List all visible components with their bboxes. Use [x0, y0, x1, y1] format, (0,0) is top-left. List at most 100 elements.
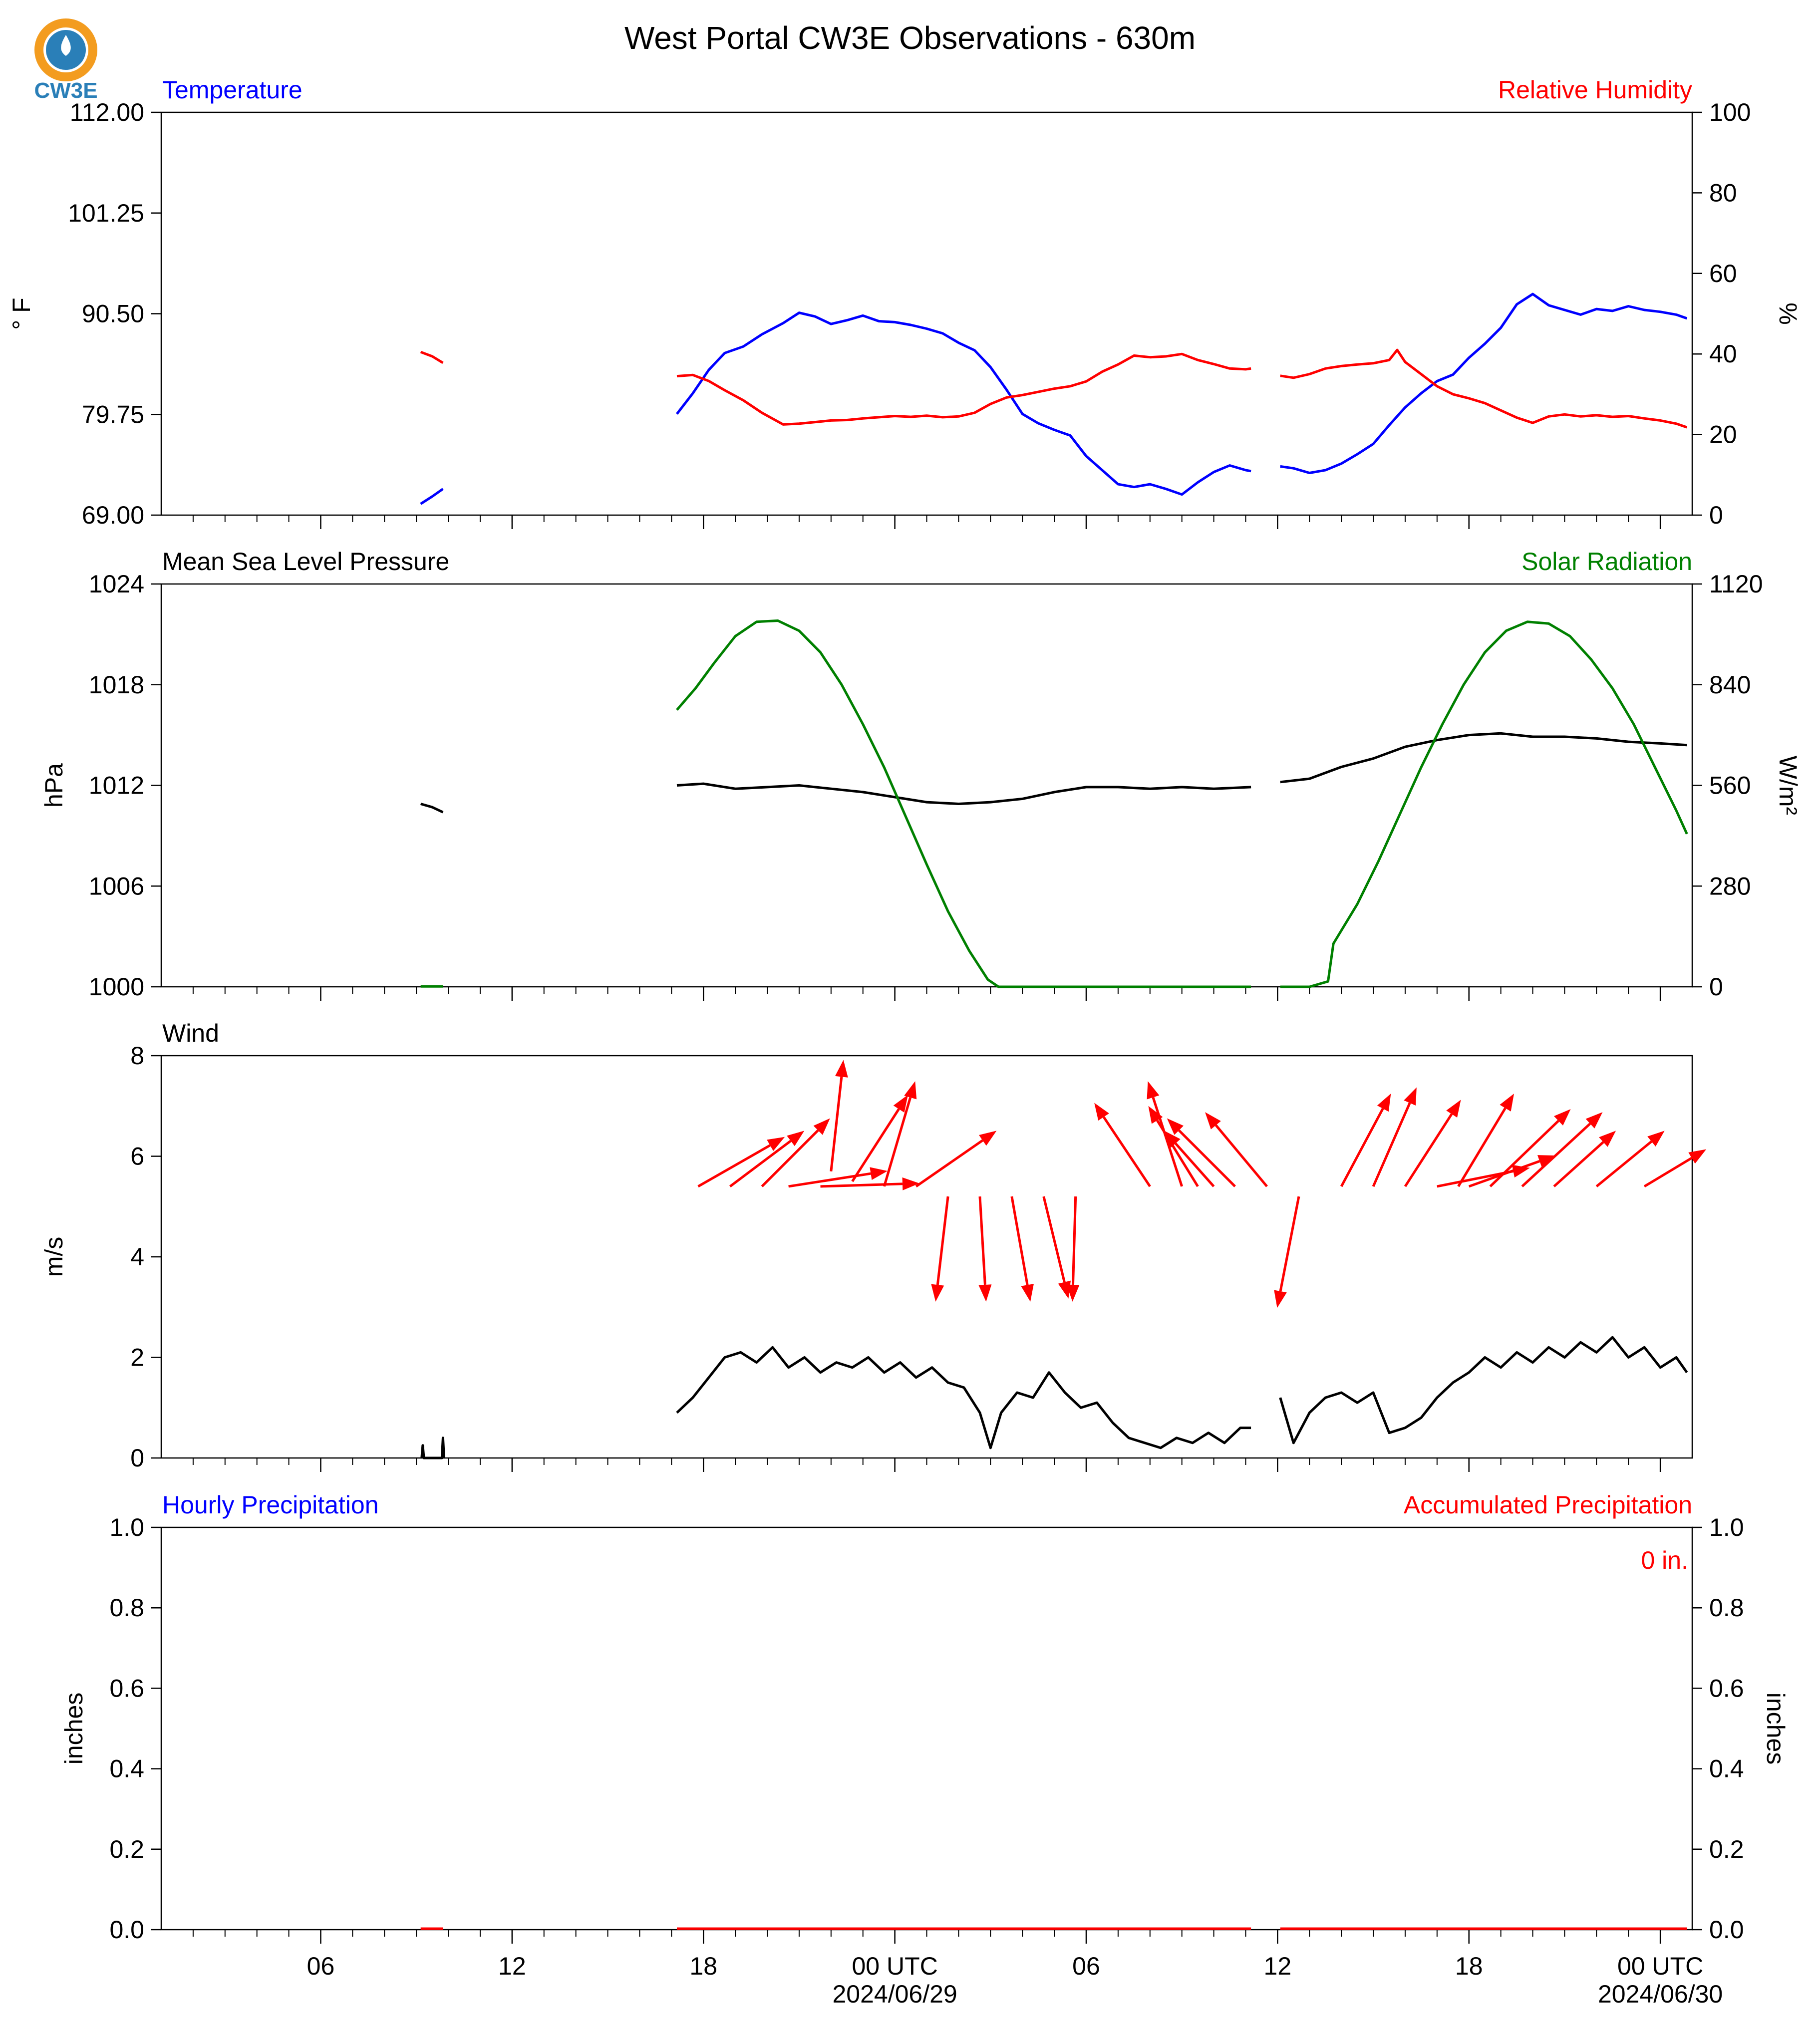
y-tick-label-left: 69.00 — [82, 501, 144, 529]
wind-arrow — [1489, 1109, 1571, 1187]
y-tick-label-right: 0.4 — [1709, 1755, 1744, 1783]
wind-arrow-shaft — [883, 1097, 912, 1187]
wind-arrow-head — [1688, 1149, 1707, 1164]
y-tick-label-left: 1012 — [89, 772, 144, 800]
wind-arrow — [1066, 1196, 1080, 1302]
wind-arrow-head — [902, 1177, 919, 1190]
panel-title-left: Temperature — [162, 76, 303, 104]
wind-arrow-shaft — [1372, 1102, 1411, 1187]
wind-arrow — [820, 1177, 919, 1190]
y-tick-label-right: 0 — [1709, 501, 1723, 529]
wind-arrow — [1457, 1093, 1515, 1187]
y-tick-label-left: 6 — [130, 1143, 144, 1170]
wind-arrow-shaft — [1521, 1123, 1591, 1187]
panel-title-left: Mean Sea Level Pressure — [162, 548, 449, 576]
series-line-pressure — [420, 803, 444, 814]
y-axis-label-right: inches — [1762, 1693, 1790, 1765]
wind-arrow-shaft — [915, 1139, 983, 1188]
wind-arrow-head — [1404, 1087, 1417, 1106]
time-tick-label: 18 — [1455, 1952, 1483, 1980]
wind-arrow — [697, 1137, 785, 1188]
y-tick-label-right: 0.6 — [1709, 1674, 1744, 1702]
wind-arrow — [978, 1196, 992, 1302]
y-tick-label-left: 1000 — [89, 973, 144, 1001]
y-tick-label-left: 0.0 — [109, 1916, 144, 1944]
wind-arrow-head — [1554, 1109, 1571, 1126]
figure-title: West Portal CW3E Observations - 630m — [624, 20, 1196, 56]
wind-arrow — [1205, 1112, 1268, 1187]
date-label: 2024/06/29 — [832, 1980, 957, 2008]
y-tick-label-right: 560 — [1709, 772, 1751, 800]
series-line-wind_speed — [420, 1437, 445, 1459]
wind-arrow-shaft — [1595, 1140, 1652, 1187]
wind-arrow-head — [1148, 1106, 1163, 1124]
wind-arrow-shaft — [1175, 1143, 1215, 1187]
y-tick-label-left: 0.8 — [109, 1594, 144, 1622]
wind-arrow-shaft — [1553, 1141, 1604, 1187]
y-tick-label-left: 1006 — [89, 872, 144, 900]
wind-arrow-shaft — [1010, 1196, 1029, 1285]
series-line-solar — [1280, 620, 1688, 988]
plot-frame — [160, 583, 1693, 988]
wind-arrow — [1010, 1196, 1034, 1302]
wind-arrow — [1372, 1087, 1417, 1187]
wind-arrow-shaft — [1404, 1113, 1453, 1187]
date-label: 2024/06/30 — [1598, 1980, 1723, 2008]
wind-arrow-head — [893, 1095, 909, 1113]
panel-title-right: Solar Radiation — [1521, 548, 1692, 576]
y-tick-label-right: 0.2 — [1709, 1835, 1744, 1863]
y-tick-label-left: 112.00 — [70, 98, 144, 126]
wind-arrow-shaft — [936, 1196, 949, 1285]
wind-arrow-head — [835, 1060, 848, 1078]
y-tick-label-right: 100 — [1709, 98, 1751, 126]
wind-arrow-shaft — [1102, 1116, 1151, 1187]
wind-arrow-head — [1599, 1131, 1616, 1147]
y-tick-label-left: 0.2 — [109, 1835, 144, 1863]
wind-arrow-shaft — [1457, 1107, 1507, 1187]
y-tick-label-right: 80 — [1709, 179, 1737, 207]
y-tick-label-right: 280 — [1709, 872, 1751, 900]
wind-arrow-shaft — [1643, 1157, 1693, 1188]
wind-arrow-shaft — [1156, 1120, 1199, 1187]
wind-arrow-head — [931, 1284, 944, 1302]
wind-arrow-head — [1167, 1118, 1184, 1135]
wind-arrow-head — [1647, 1131, 1665, 1147]
y-tick-label-left: 1.0 — [109, 1513, 144, 1541]
wind-arrow — [761, 1118, 830, 1187]
plot-frame — [160, 1055, 1693, 1459]
wind-arrow-head — [813, 1118, 830, 1135]
y-axis-label-right: W/m² — [1774, 756, 1802, 815]
wind-arrow — [1437, 1164, 1530, 1188]
plot-frame — [160, 1526, 1693, 1931]
wind-arrow-head — [787, 1131, 805, 1147]
y-tick-label-right: 0 — [1709, 973, 1723, 1001]
wind-arrow — [1553, 1131, 1616, 1187]
wind-arrow — [1340, 1093, 1391, 1187]
wind-arrow-shaft — [1042, 1196, 1066, 1283]
wind-arrow — [1042, 1196, 1071, 1299]
y-tick-label-right: 40 — [1709, 340, 1737, 368]
wind-arrow — [1147, 1081, 1184, 1187]
wind-arrow — [1274, 1196, 1300, 1308]
y-tick-label-right: 0.8 — [1709, 1594, 1744, 1622]
wind-arrow-shaft — [729, 1140, 792, 1187]
wind-arrow-shaft — [978, 1196, 986, 1285]
logo-text: CW3E — [34, 78, 97, 103]
wind-arrow — [1595, 1131, 1665, 1187]
wind-arrow — [915, 1131, 997, 1188]
wind-arrow — [729, 1131, 805, 1187]
wind-arrow-head — [1512, 1164, 1530, 1178]
panel-title-right: Accumulated Precipitation — [1404, 1491, 1692, 1519]
y-tick-label-left: 0 — [130, 1444, 144, 1472]
wind-arrow — [1468, 1155, 1556, 1188]
y-tick-label-right: 840 — [1709, 671, 1751, 699]
y-tick-label-left: 101.25 — [68, 199, 144, 227]
wind-arrow-shaft — [1340, 1108, 1384, 1187]
y-tick-label-right: 60 — [1709, 260, 1737, 288]
wind-arrow-shaft — [697, 1144, 771, 1188]
wind-arrow — [1643, 1149, 1707, 1188]
series-line-wind_speed — [1279, 1336, 1688, 1445]
